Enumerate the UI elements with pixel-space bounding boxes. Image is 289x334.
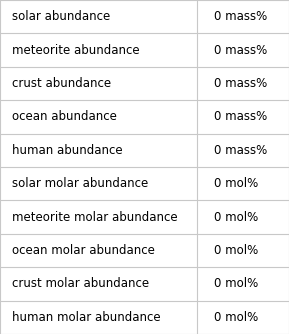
Text: 0 mol%: 0 mol% — [214, 211, 258, 223]
Text: solar molar abundance: solar molar abundance — [12, 177, 148, 190]
Text: human abundance: human abundance — [12, 144, 122, 157]
Text: 0 mol%: 0 mol% — [214, 177, 258, 190]
Text: 0 mass%: 0 mass% — [214, 111, 267, 123]
Text: ocean abundance: ocean abundance — [12, 111, 116, 123]
Text: human molar abundance: human molar abundance — [12, 311, 160, 324]
Text: ocean molar abundance: ocean molar abundance — [12, 244, 154, 257]
Text: crust abundance: crust abundance — [12, 77, 111, 90]
Text: 0 mol%: 0 mol% — [214, 278, 258, 290]
Text: meteorite abundance: meteorite abundance — [12, 44, 139, 56]
Text: meteorite molar abundance: meteorite molar abundance — [12, 211, 177, 223]
Text: 0 mol%: 0 mol% — [214, 311, 258, 324]
Text: solar abundance: solar abundance — [12, 10, 110, 23]
Text: 0 mass%: 0 mass% — [214, 10, 267, 23]
Text: crust molar abundance: crust molar abundance — [12, 278, 149, 290]
Text: 0 mol%: 0 mol% — [214, 244, 258, 257]
Text: 0 mass%: 0 mass% — [214, 44, 267, 56]
Text: 0 mass%: 0 mass% — [214, 144, 267, 157]
Text: 0 mass%: 0 mass% — [214, 77, 267, 90]
